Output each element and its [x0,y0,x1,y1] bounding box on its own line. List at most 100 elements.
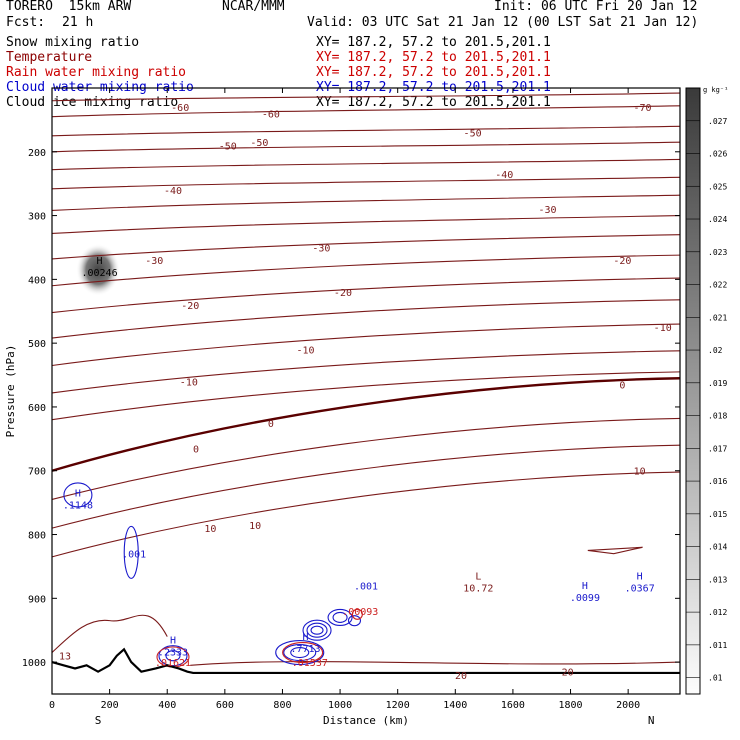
cloud-water-contour [283,643,317,662]
colorbar-tick-label: .01 [708,674,723,683]
field-name: Snow mixing ratio [6,35,140,50]
plot-border [51,87,681,695]
cloud-water-contour [275,639,325,666]
model-title: TORERO 15km ARW [6,0,132,14]
center-label: NCAR/MMM [222,0,285,14]
colorbar-tick-label: .02 [708,346,723,355]
isotherm [51,194,681,212]
contour-labels: -60 -70 -60 -50 -50 -50 -40 -40 -30 -30 -30 -20 -20 -… [59,103,672,682]
south-label: S [95,714,102,727]
colorbar-tick-label: .012 [708,608,727,617]
cloud-water-contour [306,622,328,638]
isotherm-label: -20 [334,288,352,299]
isotherm [51,299,681,339]
valid-time: Valid: 03 UTC Sat 21 Jan 12 (00 LST Sat … [307,15,699,30]
colorbar-tick-label: .025 [708,182,727,191]
isotherm-label: -40 [164,186,182,197]
x-axis-title: Distance (km) [323,714,409,727]
isotherm [51,614,168,653]
isotherm-label: -20 [181,301,199,312]
isotherm [51,277,681,314]
y-tick-label: 400 [28,275,46,286]
extremum-marker: H [97,256,103,267]
north-label: N [648,714,655,727]
x-tick-label: 1600 [501,700,525,711]
colorbar-tick-label: .011 [708,641,727,650]
extremum-marker: H [637,572,643,583]
colorbar-tick-label: .022 [708,281,727,290]
x-tick-label: 400 [158,700,176,711]
x-tick-label: 0 [49,700,55,711]
cloud-water-contour [302,619,332,641]
field-xy-range: XY= 187.2, 57.2 to 201.5,201.1 [316,95,551,110]
y-tick-label: 800 [28,531,46,542]
extremum-value: .2333 [158,647,188,658]
cloud-water-contour [332,611,348,624]
extremum-marker: H [582,581,588,592]
field-xy-range: XY= 187.2, 57.2 to 201.5,201.1 [316,35,551,50]
forecast-label: Fcst: [6,15,46,30]
init-time: Init: 06 UTC Fri 20 Jan 12 [494,0,698,14]
isotherm [51,125,681,137]
colorbar-ramp [685,87,701,695]
isotherm-label: 0 [619,381,625,392]
isotherm [51,234,681,260]
colorbar-tick-label: .013 [708,575,727,584]
y-tick-label: 600 [28,403,46,414]
cloud-water-contour [347,615,362,627]
colorbar-tick-label: .015 [708,510,727,519]
colorbar-tick-label: .019 [708,379,727,388]
y-tick-label: 900 [28,594,46,605]
isotherm-label: -60 [171,103,189,114]
field-name: Rain water mixing ratio [6,65,187,80]
isotherm-label: 20 [455,671,467,682]
isotherm-label: -50 [464,129,482,140]
isotherm [51,323,681,367]
extremum-value: .00246 [81,268,117,279]
extremum-marker: L [475,572,481,583]
extremum-value: .0099 [570,593,600,604]
isotherm [51,417,681,500]
x-tick-label: 600 [216,700,234,711]
colorbar-tick-label: .023 [708,248,727,257]
colorbar: .027 .026 .025 .024 .023 .022 .021 .02 .019 .018.… [685,86,728,695]
x-tick-label: 1800 [558,700,582,711]
colorbar-tick-label: .016 [708,477,727,486]
rain-contour [282,641,324,664]
colorbar-tick-label: .014 [708,543,727,552]
plot-frame [51,87,681,695]
isotherm-label: -40 [495,170,513,181]
isotherm-label: 10 [249,521,261,532]
cloud-water-contour [123,525,139,579]
isotherm-label: -10 [296,346,314,357]
isotherm-label: 0 [193,444,199,455]
extremum-marker: H [302,632,308,643]
x-tick-label: 2000 [616,700,640,711]
isotherm [51,350,681,394]
colorbar-tick-label: .024 [708,215,727,224]
x-tick-label: 1400 [443,700,467,711]
isotherm-label: -60 [262,110,280,121]
isotherm [51,471,681,558]
isotherm-label: -70 [634,103,652,114]
field-xy-range: XY= 187.2, 57.2 to 201.5,201.1 [316,50,551,65]
rain-contour [351,608,363,620]
terrain-line [51,647,680,675]
colorbar-tick-label: .018 [708,412,727,421]
isotherm [51,371,681,421]
colorbar-tick-label: .017 [708,444,727,453]
isotherm [190,661,681,666]
isotherm [51,176,681,190]
isotherm-label: -20 [613,256,631,267]
isotherm-label: 0 [268,419,274,430]
moisture-contours [63,482,363,668]
axes: 0 200 400 600 800 1000 1200 1400 1600 1800 2000200… [4,88,680,727]
isotherm-label: -30 [312,243,330,254]
field-xy-range: XY= 187.2, 57.2 to 201.5,201.1 [316,65,551,80]
moisture-contour-label: .01621 [155,658,191,669]
x-tick-label: 1000 [328,700,352,711]
y-tick-label: 700 [28,467,46,478]
isotherm-label: -10 [654,323,672,334]
y-axis-title: Pressure (hPa) [4,345,17,438]
